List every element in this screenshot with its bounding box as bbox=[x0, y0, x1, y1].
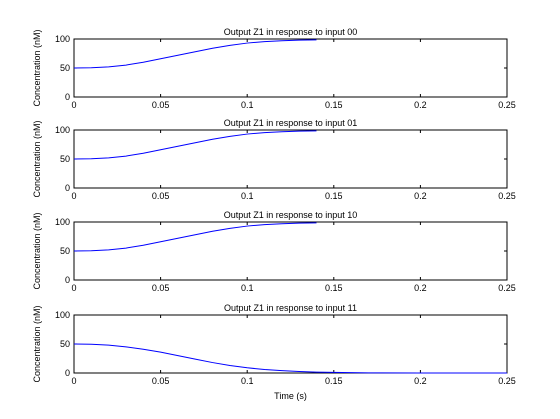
chart-0-y-tick-label-0: 0 bbox=[65, 92, 70, 102]
chart-2-series-line-0 bbox=[73, 222, 317, 252]
chart-0-y-tick-label-2: 100 bbox=[55, 34, 70, 44]
chart-3-x-tick-label-3: 0.15 bbox=[325, 376, 343, 386]
chart-0-x-tick-label-4: 0.2 bbox=[414, 100, 427, 110]
chart-3-y-tick-label-2: 100 bbox=[55, 310, 70, 320]
chart-3-x-axis-label: Time (s) bbox=[274, 391, 307, 401]
chart-2-x-tick-label-4: 0.2 bbox=[414, 283, 427, 293]
chart-3-y-axis-label: Concentration (nM) bbox=[32, 305, 42, 382]
chart-1-x-tick-label-3: 0.15 bbox=[325, 191, 343, 201]
chart-2-x-tick-label-5: 0.25 bbox=[498, 283, 516, 293]
chart-3-x-tick-label-1: 0.05 bbox=[152, 376, 170, 386]
chart-1-y-tick-label-0: 0 bbox=[65, 183, 70, 193]
chart-2-y-tick-label-1: 50 bbox=[60, 246, 70, 256]
chart-2-y-tick-label-2: 100 bbox=[55, 217, 70, 227]
chart-3-x-tick-label-4: 0.2 bbox=[414, 376, 427, 386]
chart-1-x-tick-label-5: 0.25 bbox=[498, 191, 516, 201]
chart-2-x-tick-label-2: 0.1 bbox=[241, 283, 254, 293]
chart-2-title: Output Z1 in response to input 10 bbox=[224, 210, 358, 220]
chart-0-y-tick-label-1: 50 bbox=[60, 63, 70, 73]
chart-3-x-tick-label-0: 0 bbox=[71, 376, 76, 386]
chart-0-x-tick-label-2: 0.1 bbox=[241, 100, 254, 110]
chart-0-title: Output Z1 in response to input 00 bbox=[224, 27, 358, 37]
chart-2-x-tick-label-0: 0 bbox=[71, 283, 76, 293]
chart-2-y-tick-label-0: 0 bbox=[65, 275, 70, 285]
chart-2-y-axis-label: Concentration (nM) bbox=[32, 212, 42, 289]
chart-0-y-axis-label: Concentration (nM) bbox=[32, 29, 42, 106]
chart-3-x-tick-label-2: 0.1 bbox=[241, 376, 254, 386]
chart-0-x-tick-label-3: 0.15 bbox=[325, 100, 343, 110]
chart-3-series-line-0 bbox=[73, 343, 508, 374]
chart-2-x-tick-label-1: 0.05 bbox=[152, 283, 170, 293]
chart-2-x-tick-label-3: 0.15 bbox=[325, 283, 343, 293]
chart-3-x-tick-label-5: 0.25 bbox=[498, 376, 516, 386]
chart-1-x-tick-label-4: 0.2 bbox=[414, 191, 427, 201]
chart-1-series-line-0 bbox=[73, 130, 317, 160]
chart-0-x-tick-label-1: 0.05 bbox=[152, 100, 170, 110]
chart-1-y-tick-label-1: 50 bbox=[60, 154, 70, 164]
chart-1-x-tick-label-0: 0 bbox=[71, 191, 76, 201]
chart-0-x-tick-label-5: 0.25 bbox=[498, 100, 516, 110]
chart-3-y-tick-label-1: 50 bbox=[60, 339, 70, 349]
chart-1-y-axis-label: Concentration (nM) bbox=[32, 120, 42, 197]
chart-1-y-tick-label-2: 100 bbox=[55, 125, 70, 135]
chart-0-series-line-0 bbox=[73, 39, 317, 69]
chart-1-x-tick-label-1: 0.05 bbox=[152, 191, 170, 201]
chart-1-x-tick-label-2: 0.1 bbox=[241, 191, 254, 201]
chart-0-x-tick-label-0: 0 bbox=[71, 100, 76, 110]
chart-3-y-tick-label-0: 0 bbox=[65, 368, 70, 378]
chart-3-title: Output Z1 in response to input 11 bbox=[224, 303, 357, 313]
chart-1-title: Output Z1 in response to input 01 bbox=[224, 118, 358, 128]
